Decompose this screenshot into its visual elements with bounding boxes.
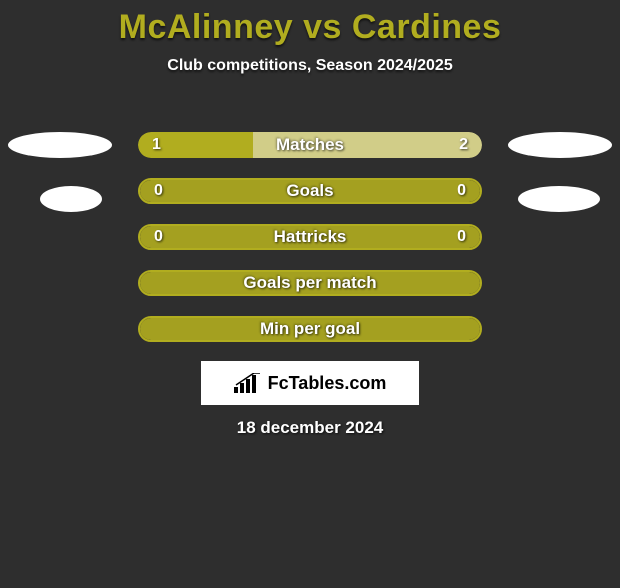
player-left-avatar-top: [8, 132, 112, 158]
fctables-logo-text: FcTables.com: [268, 373, 387, 394]
stat-bars-container: Matches12Goals00Hattricks00Goals per mat…: [138, 132, 482, 362]
stat-bar: Matches1 2: [138, 132, 482, 158]
snapshot-date: 18 december 2024: [0, 418, 620, 438]
stat-bar-label: Goals per match: [140, 272, 480, 294]
comparison-subtitle: Club competitions, Season 2024/2025: [0, 57, 620, 75]
stat-bar-right-value: 0: [443, 180, 480, 202]
stat-bar-right-value: 0: [443, 226, 480, 248]
stat-bar-label: Goals: [140, 180, 480, 202]
stat-bar-label: Min per goal: [140, 318, 480, 340]
player-left-avatar-mid: [40, 186, 102, 212]
fctables-logo: FcTables.com: [201, 361, 419, 405]
stat-bar-left-value: 1: [138, 132, 175, 158]
stat-bar-right-value: 2: [445, 132, 482, 158]
stat-bar: Min per goal: [138, 316, 482, 342]
player-right-avatar-top: [508, 132, 612, 158]
player-right-avatar-mid: [518, 186, 600, 212]
stat-bar-left-value: 0: [140, 226, 177, 248]
bars-chart-icon: [234, 373, 262, 393]
stat-bar-label: Hattricks: [140, 226, 480, 248]
stat-bar: Hattricks0 0: [138, 224, 482, 250]
stat-bar: Goals per match: [138, 270, 482, 296]
comparison-title: McAlinney vs Cardines: [0, 8, 620, 47]
stat-bar: Goals0 0: [138, 178, 482, 204]
stat-bar-label: Matches: [138, 132, 482, 158]
stat-bar-left-value: 0: [140, 180, 177, 202]
